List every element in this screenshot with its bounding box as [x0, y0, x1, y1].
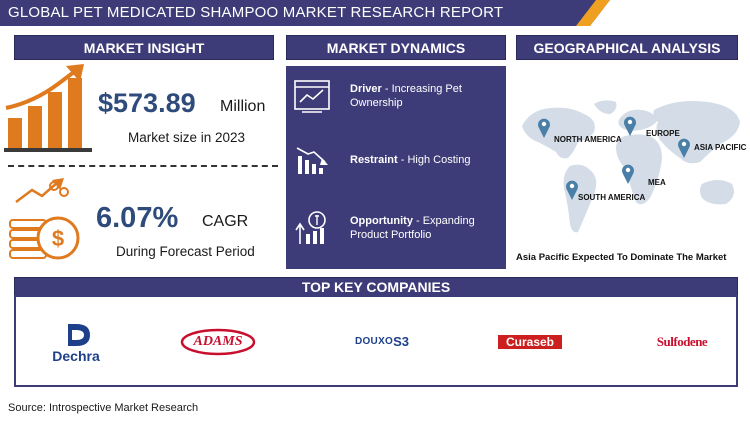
opportunity-text: Opportunity - Expanding Product Portfoli…: [350, 215, 475, 241]
label-mea: MEA: [648, 178, 666, 187]
market-insight-panel: $573.89 Million Market size in 2023 $ 6.…: [0, 60, 278, 274]
label-asia-pacific: ASIA PACIFIC: [694, 143, 747, 152]
cagr-label: During Forecast Period: [116, 244, 255, 259]
pin-asia-pacific: [678, 138, 690, 158]
market-dynamics-panel: Driver - Increasing Pet Ownership Restra…: [286, 66, 506, 269]
banner-shape: [0, 0, 610, 26]
svg-text:$: $: [52, 226, 64, 251]
logo-curaseb: Curaseb: [498, 335, 562, 349]
pin-mea: [622, 164, 634, 184]
report-title: GLOBAL PET MEDICATED SHAMPOO MARKET RESE…: [8, 4, 504, 21]
label-europe: EUROPE: [646, 129, 680, 138]
insight-divider: [8, 165, 278, 167]
browser-chart-icon: [294, 80, 330, 113]
source-note: Source: Introspective Market Research: [8, 402, 199, 414]
market-size-label: Market size in 2023: [128, 130, 246, 145]
logo-sulfodene: Sulfodene: [656, 334, 708, 349]
adams-ellipse: [180, 328, 256, 356]
logo-dechra: Dechra: [40, 319, 112, 367]
label-north-america: NORTH AMERICA: [554, 135, 622, 144]
driver-text: Driver - Increasing Pet Ownership: [350, 83, 462, 109]
market-size-value: $573.89: [98, 88, 196, 118]
declining-chart-icon: [296, 147, 328, 174]
pin-europe: [624, 116, 636, 136]
top-companies-header: TOP KEY COMPANIES: [14, 277, 738, 297]
coins-growth-icon: $: [9, 178, 80, 260]
restraint-text: Restraint - High Costing: [350, 154, 471, 166]
companies-panel: Dechra ADAMS DOUXO S3 Curaseb Sulfodene: [14, 295, 738, 387]
opportunity-item: Opportunity - Expanding Product Portfoli…: [292, 208, 506, 248]
cagr-value: 6.07%: [96, 202, 179, 234]
driver-item: Driver - Increasing Pet Ownership: [292, 76, 506, 116]
pin-south-america: [566, 180, 578, 200]
market-dynamics-header: MARKET DYNAMICS: [286, 35, 506, 60]
market-size-unit: Million: [220, 98, 266, 115]
opportunity-icon: [295, 211, 326, 244]
title-banner: GLOBAL PET MEDICATED SHAMPOO MARKET RESE…: [0, 0, 610, 26]
logo-adams: ADAMS: [180, 327, 256, 357]
geographical-analysis-header: GEOGRAPHICAL ANALYSIS: [516, 35, 738, 60]
dechra-mark-icon: [68, 324, 90, 346]
world-map: [522, 100, 740, 233]
geo-footnote: Asia Pacific Expected To Dominate The Ma…: [516, 252, 727, 263]
cagr-unit: CAGR: [202, 213, 249, 230]
pin-north-america: [538, 118, 550, 138]
market-insight-header: MARKET INSIGHT: [14, 35, 274, 60]
geographical-panel: NORTH AMERICA EUROPE ASIA PACIFIC MEA SO…: [512, 66, 747, 269]
logo-douxo: DOUXO S3: [354, 333, 410, 349]
label-south-america: SOUTH AMERICA: [578, 193, 646, 202]
growth-chart-icon: [4, 64, 92, 152]
restraint-item: Restraint - High Costing: [292, 140, 506, 180]
